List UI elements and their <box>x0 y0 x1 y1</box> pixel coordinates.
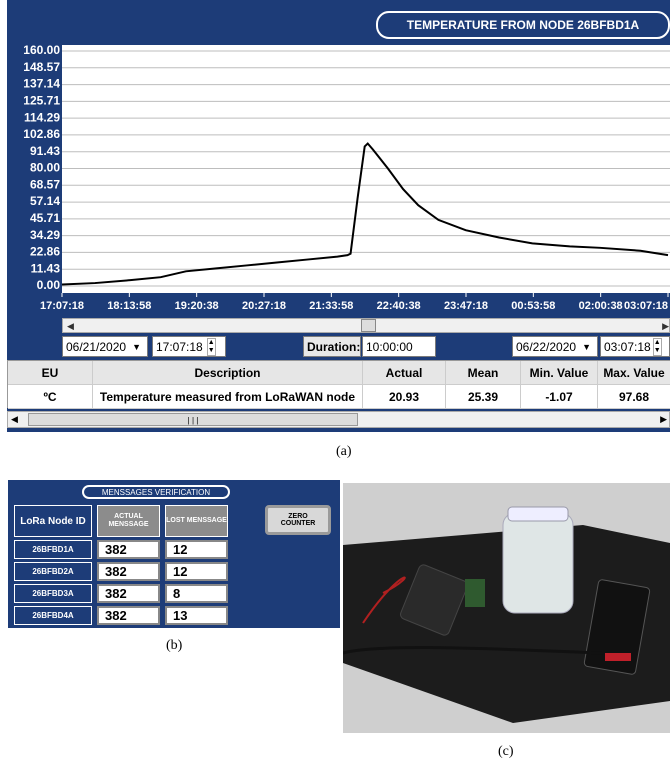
duration[interactable]: 10:00:00 <box>362 336 436 357</box>
x-tick-label: 17:07:18 <box>40 300 84 312</box>
y-tick-label: 0.00 <box>37 278 61 292</box>
start-date-text: 06/21/2020 <box>66 340 126 354</box>
y-tick-label: 102.86 <box>23 127 60 141</box>
start-time-text: 17:07:18 <box>156 340 203 354</box>
message-count: 382 <box>97 584 160 603</box>
messages-title: MENSSAGES VERIFICATION <box>82 485 230 499</box>
y-tick-label: 160.00 <box>23 43 60 57</box>
table-cell: ºC <box>8 385 93 409</box>
body: TEMPERATURE FROM NODE 26BFBD1A 0.00 11.43… <box>0 0 670 763</box>
y-tick-label: 45.71 <box>30 211 60 225</box>
sensor-board <box>465 579 485 607</box>
chart-title: TEMPERATURE FROM NODE 26BFBD1A <box>407 18 640 32</box>
message-count: 382 <box>97 540 160 559</box>
table-cell: Temperature measured from LoRaWAN node <box>93 385 363 409</box>
y-tick-label: 68.57 <box>30 177 60 191</box>
table-header-cell: Min. Value <box>521 361 598 385</box>
end-time-text: 03:07:18 <box>604 340 651 354</box>
y-tick-label: 125.71 <box>23 94 60 108</box>
end-date-text: 06/22/2020 <box>516 340 576 354</box>
spinner[interactable]: ▲▼ <box>207 338 216 356</box>
dropdown-arrow[interactable]: ▼ <box>582 342 591 352</box>
slider-thumb[interactable] <box>361 319 376 332</box>
y-tick-label: 57.14 <box>30 194 60 208</box>
x-tick-label: 00:53:58 <box>511 300 555 312</box>
panel-b: MENSSAGES VERIFICATION ZERO COUNTER LoRa… <box>8 480 340 628</box>
y-tick-label: 34.29 <box>30 228 60 242</box>
messages-header-cell: LOST MENSSAGE <box>165 505 228 537</box>
message-count: 12 <box>165 562 228 581</box>
scroll-right[interactable]: ▶ <box>660 414 667 425</box>
y-tick-label: 137.14 <box>23 77 60 91</box>
x-tick-label: 18:13:58 <box>107 300 151 312</box>
x-tick-label: 02:00:38 <box>579 300 623 312</box>
slider-left-arrow[interactable]: ◀ <box>67 321 74 332</box>
page: {"chart_data": {"type": "line", "title":… <box>0 0 670 763</box>
chart: TEMPERATURE FROM NODE 26BFBD1A 0.00 11.43… <box>0 0 670 316</box>
y-tick-label: 22.86 <box>30 245 60 259</box>
jar-lid <box>508 507 568 521</box>
caption: (a) <box>336 444 352 460</box>
message-count: 8 <box>165 584 228 603</box>
node-id: 26BFBD1A <box>14 540 92 559</box>
y-tick-label: 114.29 <box>24 110 60 124</box>
x-tick-label: 23:47:18 <box>444 300 488 312</box>
node-id: 26BFBD2A <box>14 562 92 581</box>
end-time[interactable]: 03:07:18▲▼ <box>600 336 670 357</box>
duration-label: Duration: <box>303 336 361 357</box>
end-date[interactable]: 06/22/2020 ▼ <box>512 336 598 357</box>
y-tick-label: 11.43 <box>31 261 61 275</box>
y-tick-label: 80.00 <box>30 161 60 175</box>
message-count: 12 <box>165 540 228 559</box>
table-cell: -1.07 <box>521 385 598 409</box>
messages-header-cell: LoRa Node ID <box>14 505 92 537</box>
table-header-cell: Mean <box>446 361 521 385</box>
scroll-left[interactable]: ◀ <box>11 414 18 425</box>
start-date[interactable]: 06/21/2020 ▼ <box>62 336 148 357</box>
message-count: 13 <box>165 606 228 625</box>
y-tick-label: 91.43 <box>30 144 60 158</box>
x-tick-label: 20:27:18 <box>242 300 286 312</box>
y-tick-label: 148.57 <box>23 60 60 74</box>
caption: (c) <box>498 744 514 760</box>
table-cell: 97.68 <box>598 385 670 409</box>
table-header-cell: Max. Value <box>598 361 670 385</box>
table-cell: 20.93 <box>363 385 446 409</box>
spinner[interactable]: ▲▼ <box>653 338 662 356</box>
scroll-thumb[interactable]: | | | <box>28 413 358 426</box>
table-header-cell: Description <box>93 361 363 385</box>
controller-display <box>605 653 631 661</box>
zero-counter-button[interactable]: ZERO COUNTER <box>265 505 331 535</box>
slider-right-arrow[interactable]: ▶ <box>662 321 669 332</box>
caption: (b) <box>166 638 182 654</box>
x-tick-label: 21:33:58 <box>309 300 353 312</box>
table-header-cell: Actual <box>363 361 446 385</box>
x-tick-label: 19:20:38 <box>175 300 219 312</box>
x-tick-label: 03:07:18 <box>624 300 668 312</box>
messages-header-cell: ACTUAL MENSSAGE <box>97 505 160 537</box>
photo <box>343 483 670 733</box>
time-slider[interactable]: ◀ ▶ <box>62 318 670 333</box>
message-count: 382 <box>97 606 160 625</box>
table-scrollbar[interactable]: ◀ | | | ▶ <box>7 411 670 428</box>
jar <box>503 513 573 613</box>
table-header-cell: EU <box>8 361 93 385</box>
x-tick-label: 22:40:38 <box>377 300 421 312</box>
node-id: 26BFBD3A <box>14 584 92 603</box>
node-id: 26BFBD4A <box>14 606 92 625</box>
start-time[interactable]: 17:07:18 ▲▼ <box>152 336 226 357</box>
dropdown-arrow[interactable]: ▼ <box>132 342 141 352</box>
table-cell: 25.39 <box>446 385 521 409</box>
message-count: 382 <box>97 562 160 581</box>
